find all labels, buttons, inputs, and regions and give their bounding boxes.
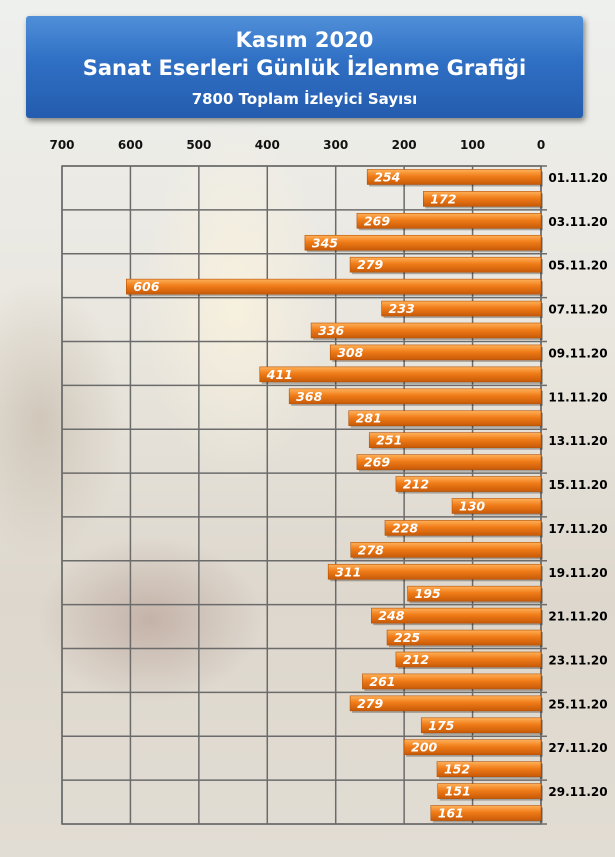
bar	[423, 191, 542, 207]
bar	[349, 256, 542, 273]
bar	[420, 717, 542, 734]
bar-value-label: 195	[415, 586, 441, 601]
bar-value-label: 172	[430, 191, 456, 206]
category-label: 21.11.20	[548, 610, 607, 624]
bar-value-label: 175	[428, 718, 454, 733]
bar	[356, 454, 542, 470]
category-label: 23.11.20	[548, 654, 607, 668]
bar	[395, 651, 542, 668]
bar-value-label: 269	[364, 455, 390, 470]
bar-value-label: 228	[392, 520, 418, 535]
bar-value-label: 212	[403, 477, 429, 492]
bar	[349, 695, 542, 712]
bar	[407, 585, 542, 602]
bar	[451, 498, 542, 514]
bar	[356, 213, 542, 229]
bar	[368, 432, 542, 448]
chart-title-box: Kasım 2020 Sanat Eserleri Günlük İzlenme…	[26, 16, 583, 118]
y-axis-categories: 01.11.20 03.11.20 05.11.20 07.11.20 09.11.20…	[548, 171, 607, 799]
category-label: 03.11.20	[548, 215, 607, 229]
bar-value-label: 606	[133, 279, 159, 294]
bar	[329, 344, 542, 361]
bar	[395, 476, 542, 492]
category-label: 09.11.20	[548, 346, 607, 360]
bar	[386, 629, 542, 646]
x-tick-label: 200	[392, 138, 417, 152]
bar-value-label: 151	[445, 784, 471, 799]
bar-value-label: 254	[374, 169, 400, 184]
category-label: 17.11.20	[548, 522, 607, 536]
chart-subtitle: Sanat Eserleri Günlük İzlenme Grafiği	[82, 56, 527, 80]
category-label: 15.11.20	[548, 478, 607, 492]
bar-value-label: 251	[376, 433, 402, 448]
bar-value-label: 269	[364, 213, 390, 228]
bar	[348, 410, 542, 427]
bar	[436, 761, 542, 777]
bar-value-label: 248	[378, 608, 404, 623]
bar	[362, 673, 542, 690]
bar	[327, 563, 542, 580]
bar	[430, 805, 542, 821]
bar-value-label: 233	[389, 301, 415, 316]
x-tick-label: 400	[255, 138, 280, 152]
category-label: 11.11.20	[548, 390, 607, 404]
bar-value-label: 281	[356, 411, 382, 426]
bar-value-label: 368	[296, 389, 322, 404]
bar-value-label: 200	[411, 740, 437, 755]
bar	[370, 607, 542, 624]
bar-value-label: 345	[312, 235, 338, 250]
bar-value-label: 311	[335, 564, 361, 579]
bar-value-label: 261	[369, 674, 395, 689]
bar-value-label: 152	[444, 762, 470, 777]
bar-value-label: 278	[358, 542, 384, 557]
bar-value-label: 212	[403, 652, 429, 667]
category-label: 29.11.20	[548, 785, 607, 799]
bar-value-label: 336	[318, 323, 344, 338]
bar	[384, 520, 542, 536]
bar-value-label: 161	[438, 806, 464, 821]
x-tick-label: 700	[49, 138, 74, 152]
bar	[259, 366, 542, 383]
x-tick-label: 600	[118, 138, 143, 152]
bar-value-label: 130	[459, 498, 485, 513]
bar	[403, 739, 542, 756]
bar	[304, 234, 542, 251]
category-label: 07.11.20	[548, 303, 607, 317]
bar-value-label: 411	[266, 367, 293, 382]
category-label: 19.11.20	[548, 566, 607, 580]
bar	[437, 783, 542, 799]
category-label: 27.11.20	[548, 741, 607, 755]
x-tick-label: 100	[460, 138, 485, 152]
x-axis-ticks: 700 600 500 400 300 200 100 0	[49, 138, 545, 152]
chart-title: Kasım 2020	[235, 28, 374, 52]
bar-value-label: 279	[357, 257, 383, 272]
chart-total-viewers: 7800 Toplam İzleyici Sayısı	[191, 90, 418, 108]
bar	[310, 322, 542, 339]
bar-value-label: 279	[357, 696, 383, 711]
x-tick-label: 500	[186, 138, 211, 152]
bar	[381, 300, 542, 317]
bar	[288, 388, 542, 405]
x-tick-label: 300	[323, 138, 348, 152]
chart-gridlines	[61, 165, 547, 825]
x-tick-label: 0	[537, 138, 545, 152]
category-label: 01.11.20	[548, 171, 607, 185]
bar-value-label: 308	[337, 345, 363, 360]
bar	[126, 278, 542, 295]
bar-value-label: 225	[394, 630, 420, 645]
category-label: 05.11.20	[548, 259, 607, 273]
bar	[350, 542, 542, 558]
category-label: 13.11.20	[548, 434, 607, 448]
category-label: 25.11.20	[548, 697, 607, 711]
bar	[366, 169, 542, 185]
